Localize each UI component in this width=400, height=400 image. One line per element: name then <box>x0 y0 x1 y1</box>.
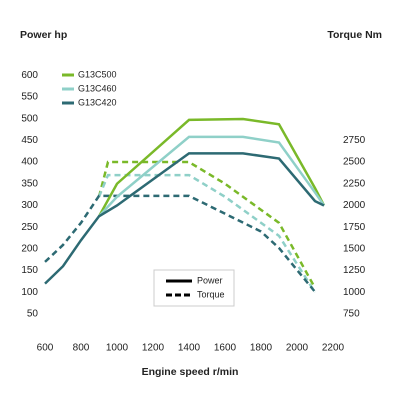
power-line <box>44 152 325 285</box>
y-tick-label: 400 <box>21 157 38 168</box>
y2-axis-title: Torque Nm <box>327 29 382 41</box>
legend-label: G13C460 <box>78 83 117 93</box>
y2-tick-label: 2000 <box>343 200 366 211</box>
x-tick-label: 2000 <box>286 343 309 354</box>
y-tick-label: 150 <box>21 265 38 276</box>
y2-tick-label: 1750 <box>343 222 366 233</box>
power-line <box>98 135 326 218</box>
y-tick-label: 200 <box>21 244 38 255</box>
y-tick-label: 500 <box>21 113 38 124</box>
y2-tick-label: 1500 <box>343 244 366 255</box>
style-legend-label: Power <box>197 275 223 285</box>
x-tick-label: 600 <box>37 343 54 354</box>
style-legend-label: Torque <box>197 289 225 299</box>
legend-label: G13C420 <box>78 97 117 107</box>
torque-line <box>97 173 317 293</box>
x-tick-label: 800 <box>73 343 90 354</box>
y2-tick-label: 750 <box>343 309 360 320</box>
y-axis-title: Power hp <box>20 29 67 41</box>
y-tick-label: 550 <box>21 92 38 103</box>
torque-line <box>44 194 316 293</box>
x-tick-label: 1800 <box>250 343 273 354</box>
y-tick-label: 250 <box>21 222 38 233</box>
power-line <box>97 117 326 217</box>
y2-tick-label: 1250 <box>343 265 366 276</box>
y2-tick-label: 2500 <box>343 157 366 168</box>
x-axis-title: Engine speed r/min <box>142 366 239 378</box>
legend-label: G13C500 <box>78 69 117 79</box>
y2-tick-label: 2250 <box>343 178 366 189</box>
y2-tick-label: 1000 <box>343 287 366 298</box>
x-tick-label: 1200 <box>142 343 165 354</box>
x-tick-label: 1400 <box>178 343 201 354</box>
y-tick-label: 350 <box>21 178 38 189</box>
y-tick-label: 50 <box>27 309 39 320</box>
y-tick-label: 100 <box>21 287 38 298</box>
y-tick-label: 300 <box>21 200 38 211</box>
x-tick-label: 1000 <box>106 343 129 354</box>
y2-tick-label: 2750 <box>343 135 366 146</box>
y-tick-label: 600 <box>21 70 38 81</box>
style-legend-box <box>153 269 235 307</box>
y-tick-label: 450 <box>21 135 38 146</box>
torque-line <box>97 160 317 289</box>
x-tick-label: 2200 <box>322 343 345 354</box>
x-tick-label: 1600 <box>214 343 237 354</box>
